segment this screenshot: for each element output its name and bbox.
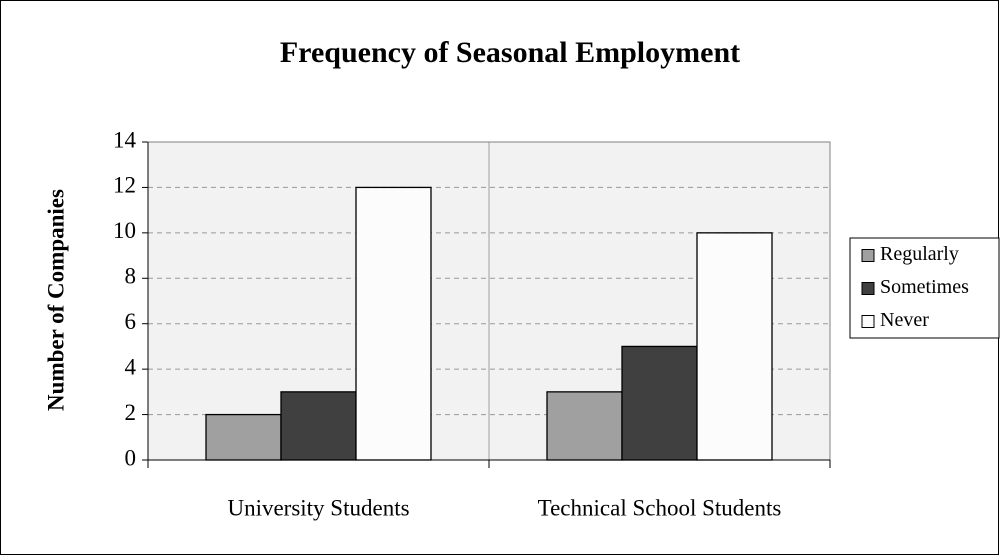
legend-swatch [861, 315, 875, 328]
y-tick-label: 0 [125, 445, 137, 470]
bar [355, 186, 432, 461]
legend-swatch [861, 249, 875, 262]
x-tick-label: Technical School Students [538, 495, 782, 520]
bar [621, 345, 698, 461]
x-tick-label: University Students [227, 495, 409, 520]
bar [205, 413, 282, 461]
legend-box [849, 237, 1000, 339]
legend-swatch [861, 282, 875, 295]
y-tick-label: 6 [125, 309, 137, 334]
y-axis-label: Number of Companies [43, 189, 68, 411]
y-tick-label: 2 [125, 400, 137, 425]
bar [546, 391, 623, 461]
bar [280, 391, 357, 461]
y-tick-label: 8 [125, 264, 137, 289]
y-tick-label: 4 [125, 354, 137, 379]
chart-title: Frequency of Seasonal Employment [280, 36, 740, 69]
legend-label: Never [880, 309, 929, 331]
legend-label: Sometimes [880, 276, 969, 298]
y-tick-label: 10 [113, 218, 136, 243]
y-tick-label: 12 [113, 173, 136, 198]
y-tick-label: 14 [113, 127, 137, 152]
legend-label: Regularly [880, 243, 959, 265]
bar [696, 232, 773, 461]
